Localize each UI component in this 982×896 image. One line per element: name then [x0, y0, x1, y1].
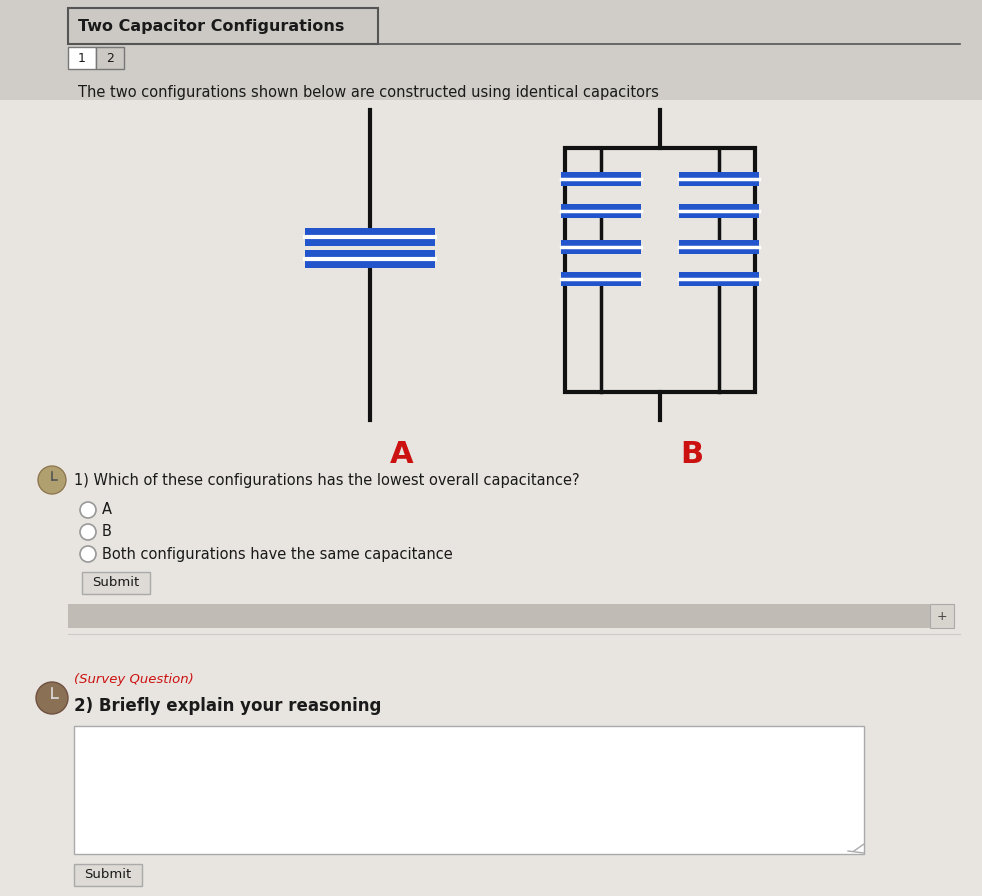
Text: (Survey Question): (Survey Question) [74, 674, 193, 686]
Bar [74, 726, 864, 854]
Text: A: A [102, 503, 112, 518]
Bar [96, 47, 124, 69]
Bar [561, 172, 641, 186]
Circle shape [36, 682, 68, 714]
Text: B: B [680, 440, 703, 469]
Bar [82, 572, 150, 594]
Text: Both configurations have the same capacitance: Both configurations have the same capaci… [102, 547, 453, 562]
Text: 1: 1 [78, 51, 86, 65]
Text: 1) Which of these configurations has the lowest overall capacitance?: 1) Which of these configurations has the… [74, 472, 579, 487]
Bar [561, 240, 641, 254]
Bar [68, 604, 943, 628]
Text: The two configurations shown below are constructed using identical capacitors: The two configurations shown below are c… [78, 84, 659, 99]
Bar [68, 47, 96, 69]
Bar [679, 240, 759, 254]
Bar [305, 228, 435, 246]
Text: A: A [390, 440, 413, 469]
Circle shape [80, 502, 96, 518]
Text: 2: 2 [106, 51, 114, 65]
Bar [561, 272, 641, 286]
Text: B: B [102, 524, 112, 539]
Bar [565, 148, 755, 392]
Circle shape [80, 546, 96, 562]
Text: +: + [937, 609, 948, 623]
Text: Two Capacitor Configurations: Two Capacitor Configurations [78, 19, 345, 33]
Bar [561, 204, 641, 218]
Circle shape [38, 466, 66, 494]
Bar [305, 250, 435, 268]
Bar [930, 604, 954, 628]
Text: 2) Briefly explain your reasoning: 2) Briefly explain your reasoning [74, 697, 381, 715]
Bar [679, 172, 759, 186]
Bar [68, 8, 378, 44]
Circle shape [80, 524, 96, 540]
Text: Submit: Submit [92, 576, 139, 590]
Text: Submit: Submit [84, 868, 132, 882]
Bar [679, 204, 759, 218]
Bar [74, 864, 142, 886]
Bar [679, 272, 759, 286]
Bar [0, 0, 982, 100]
